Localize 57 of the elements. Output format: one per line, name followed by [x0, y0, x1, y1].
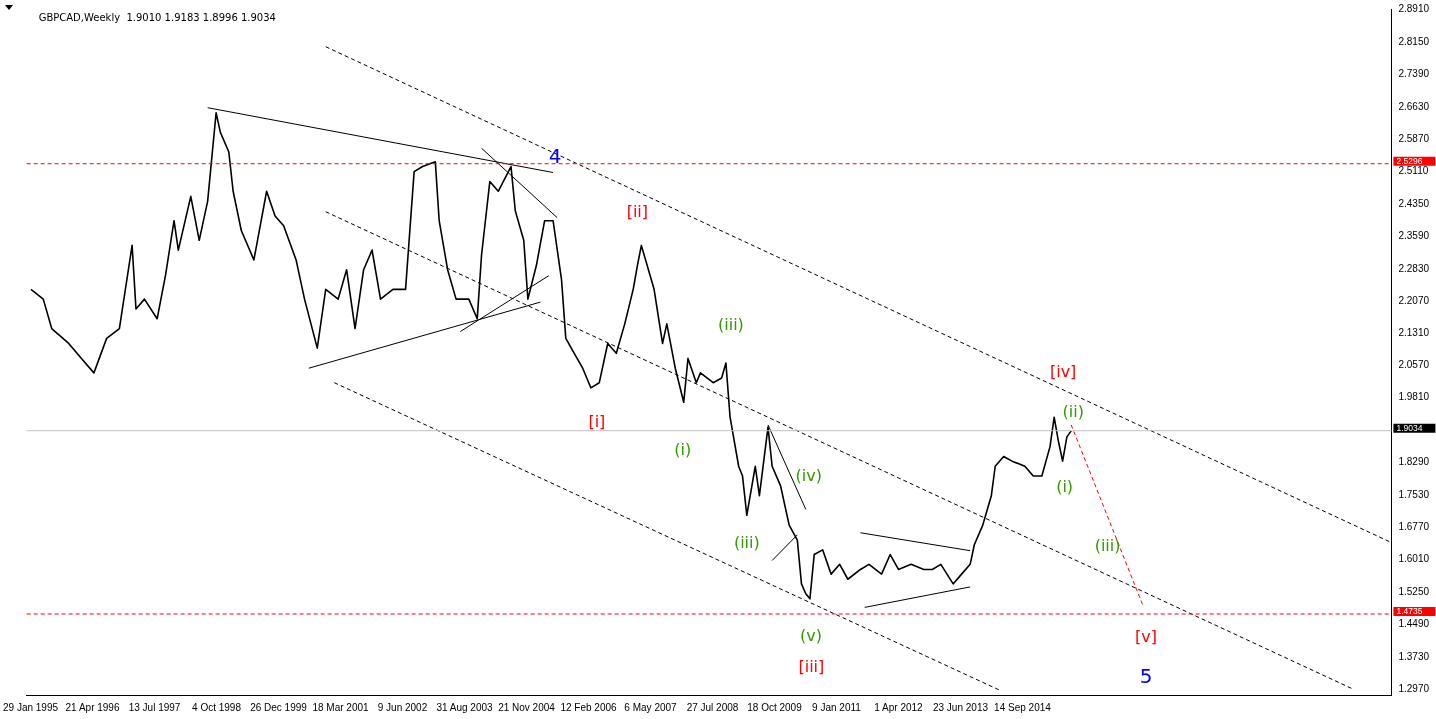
x-tick-label: 31 Aug 2003 — [436, 701, 494, 713]
ref-line-label: 1.9034 — [1396, 422, 1423, 433]
annotation: (i) — [1056, 477, 1074, 497]
y-tick-label: 2.2830 — [1398, 262, 1430, 274]
y-tick-label: 2.7390 — [1398, 68, 1430, 80]
x-tick-label: 21 Nov 2004 — [498, 701, 556, 713]
x-tick-label: 18 Mar 2001 — [312, 701, 370, 713]
x-tick-label: 26 Dec 1999 — [250, 701, 308, 713]
annotation: (iii) — [1094, 535, 1121, 555]
x-tick-label: 23 Jun 2013 — [932, 701, 989, 713]
annotation: (iii) — [718, 315, 744, 335]
annotation: 4 — [548, 143, 562, 168]
x-tick-label: 18 Oct 2009 — [747, 701, 803, 713]
annotation: 5 — [1139, 663, 1153, 688]
annotation: (iv) — [795, 466, 822, 486]
y-tick-label: 1.9810 — [1398, 391, 1430, 403]
y-tick-label: 1.6770 — [1398, 520, 1430, 532]
y-tick-label: 1.8290 — [1398, 456, 1430, 468]
y-tick-label: 2.6630 — [1398, 100, 1430, 112]
annotation: (ii) — [1062, 402, 1084, 422]
annotation: [i] — [588, 411, 606, 431]
annotation: [iv] — [1049, 362, 1077, 382]
chart-title: GBPCAD,Weekly 1.9010 1.9183 1.8996 1.9034 — [38, 11, 276, 23]
annotation: [ii] — [626, 201, 649, 221]
y-tick-label: 2.1310 — [1398, 327, 1430, 339]
x-tick-label: 14 Sep 2014 — [994, 701, 1052, 713]
x-tick-label: 6 May 2007 — [624, 701, 678, 713]
annotation: (iii) — [733, 533, 760, 553]
x-tick-label: 9 Jun 2002 — [377, 701, 428, 713]
y-tick-label: 1.5250 — [1398, 585, 1430, 597]
x-tick-label: 13 Jul 1997 — [128, 701, 181, 713]
y-tick-label: 1.3730 — [1398, 650, 1430, 662]
annotation: [v] — [1135, 626, 1157, 646]
y-tick-label: 2.3590 — [1398, 230, 1430, 242]
x-tick-label: 1 Apr 2012 — [874, 701, 924, 713]
ref-line-label: 2.5296 — [1396, 155, 1423, 166]
x-tick-label: 12 Feb 2006 — [560, 701, 618, 713]
x-tick-label: 29 Jan 1995 — [3, 701, 59, 713]
y-tick-label: 2.8150 — [1398, 35, 1430, 47]
annotation: [iii] — [798, 656, 825, 676]
ref-line-label: 1.4735 — [1396, 605, 1423, 616]
y-tick-label: 1.4490 — [1398, 618, 1430, 630]
x-tick-label: 27 Jul 2008 — [686, 701, 739, 713]
y-tick-label: 2.5870 — [1398, 133, 1430, 144]
x-tick-label: 9 Jan 2011 — [812, 701, 862, 713]
y-tick-label: 2.4350 — [1398, 197, 1430, 209]
y-tick-label: 2.8910 — [1398, 3, 1430, 15]
y-tick-label: 1.6010 — [1398, 553, 1430, 565]
annotation: (v) — [799, 626, 822, 646]
y-tick-label: 1.7530 — [1398, 488, 1430, 500]
y-tick-label: 2.2070 — [1398, 295, 1430, 307]
annotation: (i) — [674, 440, 692, 460]
y-tick-label: 2.5110 — [1398, 165, 1429, 177]
y-tick-label: 2.0570 — [1398, 358, 1430, 370]
x-tick-label: 21 Apr 1996 — [65, 701, 120, 713]
y-tick-label: 1.2970 — [1398, 682, 1430, 694]
x-tick-label: 4 Oct 1998 — [192, 701, 242, 713]
